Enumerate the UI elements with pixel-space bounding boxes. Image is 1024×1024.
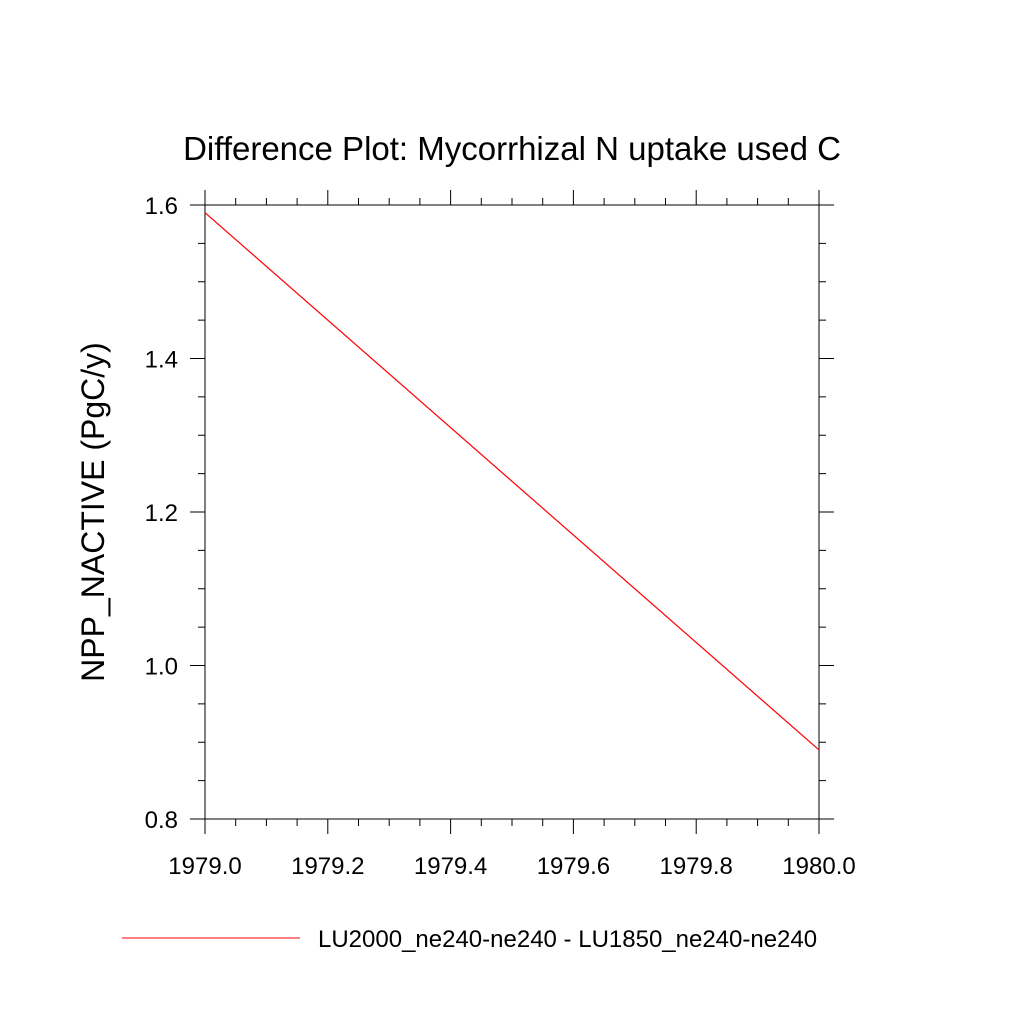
x-tick-label: 1979.6 bbox=[537, 853, 610, 880]
x-tick-label: 1979.0 bbox=[168, 853, 241, 880]
x-tick-label: 1979.8 bbox=[659, 853, 732, 880]
legend-label: LU2000_ne240-ne240 - LU1850_ne240-ne240 bbox=[318, 926, 817, 953]
series-line bbox=[204, 212, 820, 751]
y-axis-label: NPP_NACTIVE (PgC/y) bbox=[75, 342, 111, 682]
minor-ticks bbox=[198, 198, 826, 826]
legend: LU2000_ne240-ne240 - LU1850_ne240-ne240 bbox=[122, 926, 817, 953]
plot-frame bbox=[204, 204, 820, 820]
y-tick-label: 1.2 bbox=[145, 500, 178, 527]
y-tick-label: 0.8 bbox=[145, 807, 178, 834]
y-axis-ticks: 0.8 1.0 1.2 1.4 1.6 bbox=[145, 193, 834, 834]
y-tick-label: 1.0 bbox=[145, 654, 178, 681]
x-tick-label: 1979.2 bbox=[291, 853, 364, 880]
x-tick-label: 1980.0 bbox=[782, 853, 855, 880]
x-axis-ticks: 1979.0 1979.2 1979.4 1979.6 1979.8 1980.0 bbox=[168, 190, 856, 880]
x-tick-label: 1979.4 bbox=[414, 853, 487, 880]
chart-title: Difference Plot: Mycorrhizal N uptake us… bbox=[183, 130, 841, 167]
y-tick-label: 1.4 bbox=[145, 347, 178, 374]
y-tick-label: 1.6 bbox=[145, 193, 178, 220]
series-group bbox=[204, 212, 820, 751]
